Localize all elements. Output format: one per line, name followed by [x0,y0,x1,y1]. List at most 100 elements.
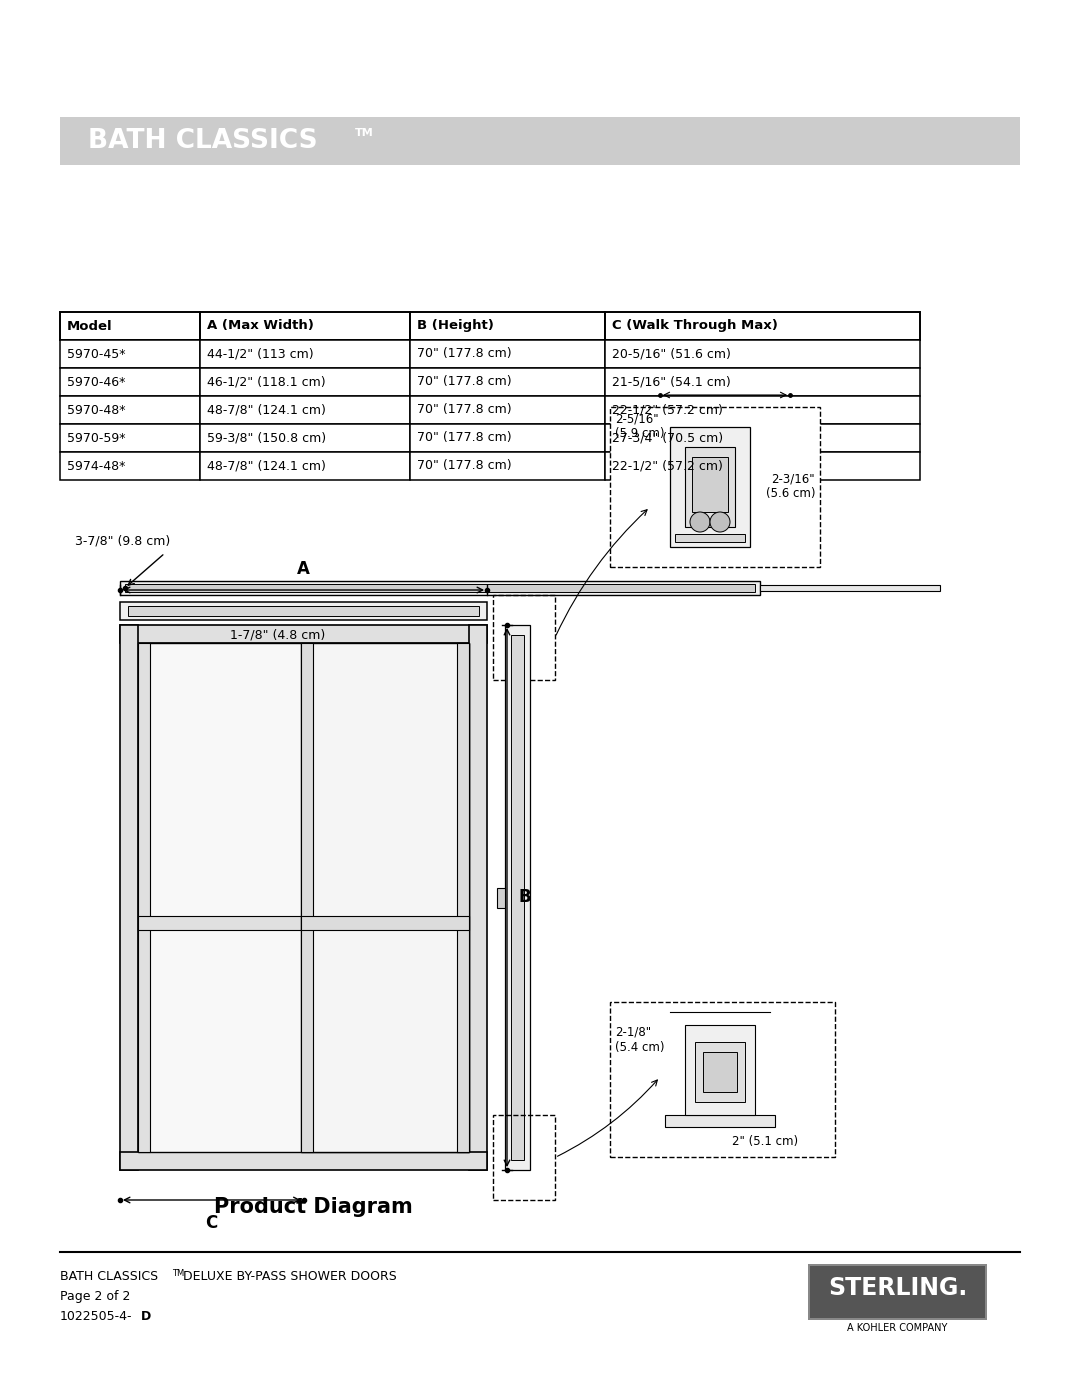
Bar [665,1115,775,1127]
Bar [685,1025,755,1115]
Bar [675,534,745,542]
Text: 2-1/8": 2-1/8" [615,1025,651,1038]
Text: 27-3/4" (70.5 cm): 27-3/4" (70.5 cm) [612,432,724,444]
Bar [410,453,605,481]
Bar [138,643,150,1153]
Bar [120,602,487,620]
Text: 70" (177.8 cm): 70" (177.8 cm) [417,404,512,416]
Text: TM: TM [355,129,374,138]
Bar [610,407,820,567]
Text: TM: TM [172,1268,185,1278]
Text: B (Height): B (Height) [417,320,494,332]
Text: Page 2 of 2: Page 2 of 2 [60,1289,131,1303]
Text: 1-7/8" (4.8 cm): 1-7/8" (4.8 cm) [230,629,325,641]
Text: 5970-45*: 5970-45* [67,348,125,360]
Bar [760,585,940,591]
Bar [605,367,920,395]
Text: 48-7/8" (124.1 cm): 48-7/8" (124.1 cm) [207,404,326,416]
Text: 1022505-4-: 1022505-4- [60,1310,133,1323]
Text: A: A [297,560,310,578]
Text: 5970-48*: 5970-48* [67,404,125,416]
Text: 70" (177.8 cm): 70" (177.8 cm) [417,348,512,360]
Bar [138,643,469,1153]
Bar [505,624,530,1171]
Bar [60,425,200,453]
Text: 21-5/16" (54.1 cm): 21-5/16" (54.1 cm) [612,376,731,388]
Bar [457,643,469,1153]
Bar [60,312,200,339]
Text: 70" (177.8 cm): 70" (177.8 cm) [417,376,512,388]
Text: 70" (177.8 cm): 70" (177.8 cm) [417,432,512,444]
Bar [511,636,524,1160]
Text: A (Max Width): A (Max Width) [207,320,314,332]
Bar [200,395,410,425]
Text: 48-7/8" (124.1 cm): 48-7/8" (124.1 cm) [207,460,326,472]
Bar [605,453,920,481]
Text: 20-5/16" (51.6 cm): 20-5/16" (51.6 cm) [612,348,731,360]
Bar [605,312,920,339]
Text: 46-1/2" (118.1 cm): 46-1/2" (118.1 cm) [207,376,326,388]
Bar [120,624,487,643]
Bar [200,453,410,481]
Text: C (Walk Through Max): C (Walk Through Max) [612,320,778,332]
Bar [410,395,605,425]
Bar [410,312,605,339]
Bar [497,887,505,908]
Bar [138,916,469,930]
Text: 70" (177.8 cm): 70" (177.8 cm) [417,460,512,472]
Bar [610,1002,835,1157]
Text: (5.6 cm): (5.6 cm) [766,486,815,500]
Text: 2-3/16": 2-3/16" [771,472,815,486]
Text: BATH CLASSICS: BATH CLASSICS [87,129,318,154]
Bar [410,425,605,453]
Bar [200,339,410,367]
Bar [808,1264,987,1320]
Bar [60,453,200,481]
Text: Product Diagram: Product Diagram [214,1197,413,1217]
Text: 22-1/2" (57.2 cm): 22-1/2" (57.2 cm) [612,404,723,416]
Bar [469,624,487,1171]
Bar [60,117,1020,165]
Bar [605,395,920,425]
Bar [60,339,200,367]
Text: 2-5/16": 2-5/16" [615,412,659,426]
Text: B: B [519,888,531,907]
Bar [605,339,920,367]
Bar [120,1153,487,1171]
Bar [200,367,410,395]
Bar [60,395,200,425]
Text: 3-7/8" (9.8 cm): 3-7/8" (9.8 cm) [75,535,171,548]
Bar [129,606,480,616]
Bar [703,1052,737,1092]
Bar [605,425,920,453]
Text: C: C [205,1214,218,1232]
Text: (5.9 cm): (5.9 cm) [615,427,664,440]
Text: 2" (5.1 cm): 2" (5.1 cm) [732,1136,798,1148]
Bar [696,1042,745,1102]
Text: 22-1/2" (57.2 cm): 22-1/2" (57.2 cm) [612,460,723,472]
Text: DELUXE BY-PASS SHOWER DOORS: DELUXE BY-PASS SHOWER DOORS [179,1270,396,1282]
Bar [492,595,555,680]
Bar [120,581,760,595]
Text: 5970-46*: 5970-46* [67,376,125,388]
Text: 5970-59*: 5970-59* [67,432,125,444]
Bar [60,367,200,395]
Bar [410,339,605,367]
Bar [300,643,469,1153]
Text: 44-1/2" (113 cm): 44-1/2" (113 cm) [207,348,313,360]
Text: 59-3/8" (150.8 cm): 59-3/8" (150.8 cm) [207,432,326,444]
Text: BATH CLASSICS: BATH CLASSICS [60,1270,158,1282]
Bar [200,425,410,453]
Text: (5.4 cm): (5.4 cm) [615,1041,664,1053]
Text: 5974-48*: 5974-48* [67,460,125,472]
Bar [692,457,728,511]
Bar [125,584,755,592]
Text: D: D [141,1310,151,1323]
Bar [685,447,735,527]
Circle shape [710,511,730,532]
Bar [810,1266,985,1317]
Circle shape [690,511,710,532]
Bar [300,916,469,930]
Bar [300,643,312,1153]
Bar [200,312,410,339]
